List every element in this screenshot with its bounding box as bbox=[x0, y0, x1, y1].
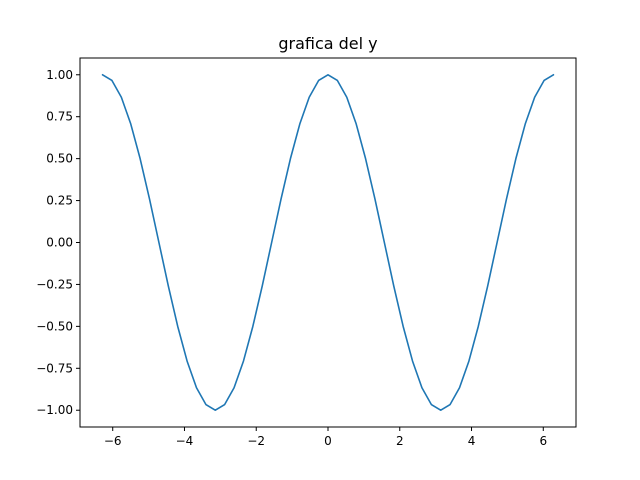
x-tick-label: 2 bbox=[396, 434, 404, 448]
y-axis: 1.00 0.75 0.50 0.25 0.00 −0.25 −0.50 −0.75 −1.00 bbox=[36, 68, 80, 417]
x-axis: −6 −4 −2 0 2 4 6 bbox=[104, 427, 547, 448]
series-line-0 bbox=[101, 73, 555, 412]
y-tick-label: 0.25 bbox=[46, 194, 73, 208]
y-tick-label: −1.00 bbox=[36, 403, 73, 417]
x-tick-label: −4 bbox=[176, 434, 194, 448]
x-tick-label: −6 bbox=[104, 434, 122, 448]
y-tick-label: 1.00 bbox=[46, 68, 73, 82]
y-tick-label: −0.75 bbox=[36, 361, 73, 375]
y-tick-label: 0.50 bbox=[46, 152, 73, 166]
y-tick-label: −0.25 bbox=[36, 277, 73, 291]
y-tick-label: −0.50 bbox=[36, 319, 73, 333]
plot-frame bbox=[79, 57, 577, 428]
y-tick-label: 0.75 bbox=[46, 110, 73, 124]
x-tick-label: −2 bbox=[247, 434, 265, 448]
series-layer bbox=[101, 73, 555, 412]
x-tick-label: 4 bbox=[468, 434, 476, 448]
x-tick-label: 6 bbox=[539, 434, 547, 448]
chart-title: grafica del y bbox=[278, 34, 377, 53]
y-tick-label: 0.00 bbox=[46, 236, 73, 250]
x-tick-label: 0 bbox=[324, 434, 332, 448]
